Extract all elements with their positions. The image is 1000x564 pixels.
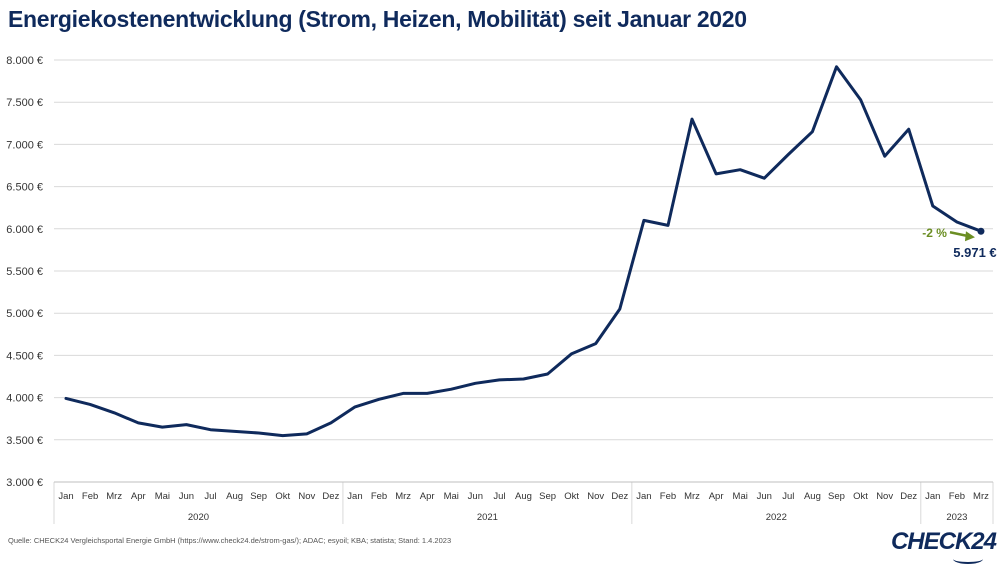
x-tick-label: Sep — [250, 491, 267, 502]
y-tick-label: 5.500 € — [6, 266, 43, 278]
change-label: -2 % — [922, 226, 947, 240]
x-tick-label: Jan — [925, 491, 940, 502]
source-note: Quelle: CHECK24 Vergleichsportal Energie… — [8, 536, 452, 545]
series-line — [64, 65, 983, 438]
x-tick-label: Feb — [82, 491, 98, 502]
x-tick-label: Jul — [782, 491, 794, 502]
x-tick-label: Feb — [949, 491, 965, 502]
x-tick-label: Feb — [371, 491, 387, 502]
x-tick-label: Nov — [298, 491, 315, 502]
y-tick-label: 7.500 € — [6, 97, 43, 109]
x-tick-label: Mrz — [395, 491, 411, 502]
x-tick-label: Sep — [828, 491, 845, 502]
year-label: 2023 — [946, 512, 967, 523]
x-tick-label: Mrz — [106, 491, 122, 502]
x-tick-label: Sep — [539, 491, 556, 502]
x-tick-label: Okt — [564, 491, 579, 502]
x-tick-label: Jun — [179, 491, 194, 502]
x-tick-label: Okt — [853, 491, 868, 502]
year-label: 2022 — [766, 512, 787, 523]
x-tick-label: Aug — [804, 491, 821, 502]
x-tick-label: Jun — [757, 491, 772, 502]
x-axis: Jan Feb Mrz Apr Mai Jun Jul Aug Sep Okt Nov Dez Jan F… — [53, 481, 994, 524]
y-axis-labels: 3.000 € 3.500 € 4.000 € 4.500 € 5.000 € 5.500… — [6, 55, 43, 489]
x-tick-label: Apr — [131, 491, 146, 502]
y-tick-label: 8.000 € — [6, 55, 43, 67]
last-data-point — [977, 227, 985, 235]
x-tick-label: Nov — [587, 491, 604, 502]
y-tick-label: 3.000 € — [6, 477, 43, 489]
x-tick-label: Jul — [204, 491, 216, 502]
x-tick-label: Dez — [900, 491, 917, 502]
x-tick-label: Jan — [58, 491, 73, 502]
annotations: -2 % 5.971 € — [922, 226, 996, 260]
series-energiekosten — [64, 65, 985, 438]
y-tick-label: 4.000 € — [6, 393, 43, 405]
y-tick-label: 6.000 € — [6, 224, 43, 236]
x-tick-label: Jan — [347, 491, 362, 502]
x-tick-label: Jan — [636, 491, 651, 502]
x-tick-label: Mrz — [973, 491, 989, 502]
x-tick-label: Aug — [226, 491, 243, 502]
x-tick-label: Mai — [444, 491, 459, 502]
x-tick-label: Nov — [876, 491, 893, 502]
x-tick-label: Dez — [611, 491, 628, 502]
x-tick-label: Apr — [420, 491, 435, 502]
x-tick-label: Feb — [660, 491, 676, 502]
y-tick-label: 3.500 € — [6, 435, 43, 447]
year-label: 2020 — [188, 512, 209, 523]
x-tick-label: Okt — [275, 491, 290, 502]
y-tick-label: 4.500 € — [6, 350, 43, 362]
grid-lines — [54, 59, 993, 483]
x-tick-label: Apr — [709, 491, 724, 502]
chart-title: Energiekostenentwicklung (Strom, Heizen,… — [8, 6, 747, 32]
x-tick-label: Dez — [322, 491, 339, 502]
x-tick-label: Aug — [515, 491, 532, 502]
last-value-label: 5.971 € — [953, 245, 996, 260]
y-tick-label: 5.000 € — [6, 308, 43, 320]
x-tick-label: Jul — [493, 491, 505, 502]
year-label: 2021 — [477, 512, 498, 523]
check24-logo: CHECK24 — [891, 528, 997, 564]
x-tick-label: Mai — [733, 491, 748, 502]
x-tick-label: Jun — [468, 491, 483, 502]
x-tick-label: Mai — [155, 491, 170, 502]
y-tick-label: 6.500 € — [6, 182, 43, 194]
y-tick-label: 7.000 € — [6, 139, 43, 151]
change-arrowhead — [964, 231, 975, 242]
x-tick-label: Mrz — [684, 491, 700, 502]
